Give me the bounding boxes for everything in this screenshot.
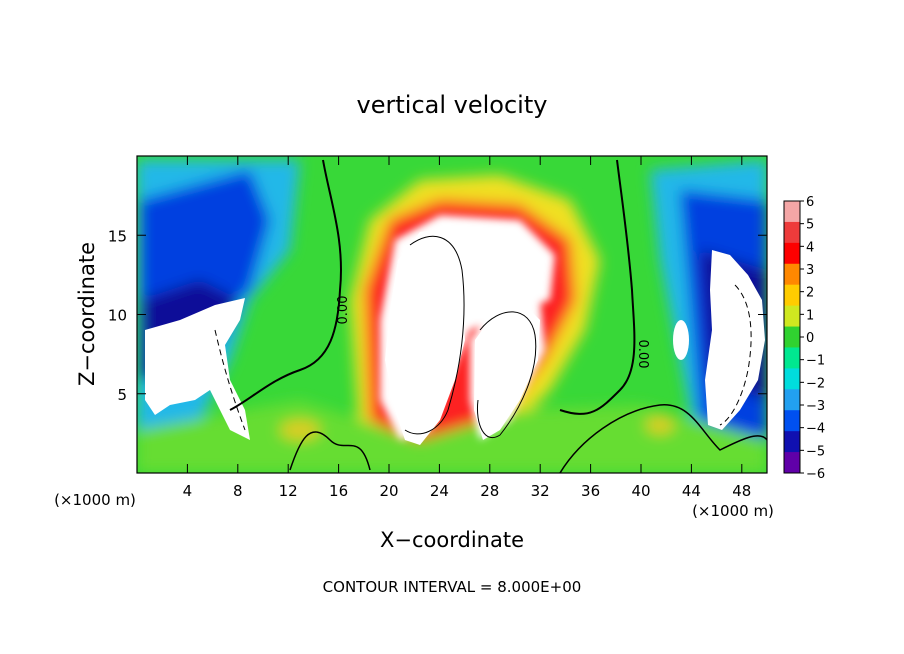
colorbar-swatch xyxy=(784,201,800,223)
x-tick-label: 44 xyxy=(682,482,701,500)
colorbar-label: 3 xyxy=(806,263,814,278)
colorbar-label: −3 xyxy=(806,399,825,414)
contour-label: 0.00 xyxy=(336,296,351,325)
colorbar-label: 4 xyxy=(806,240,814,255)
colorbar-label: −6 xyxy=(806,467,825,482)
colorbar-swatch xyxy=(784,284,800,307)
contour-label: 0.00 xyxy=(635,340,650,369)
x-tick-label: 16 xyxy=(329,482,348,500)
colorbar-swatch xyxy=(784,326,800,348)
colorbar-swatch xyxy=(784,389,800,411)
x-tick-label: 40 xyxy=(631,482,650,500)
chart-title: vertical velocity xyxy=(357,91,548,119)
x-tick-label: 8 xyxy=(233,482,243,500)
x-tick-label: 36 xyxy=(581,482,600,500)
x-unit-label: (×1000 m) xyxy=(54,491,136,509)
colorbar-label: 6 xyxy=(806,195,814,210)
contour-interval-footer: CONTOUR INTERVAL = 8.000E+00 xyxy=(323,578,582,596)
x-tick-label: 4 xyxy=(183,482,193,500)
colorbar-swatch xyxy=(784,347,800,369)
colorbar-label: 5 xyxy=(806,218,814,233)
x-axis-title: X−coordinate xyxy=(380,528,524,552)
y-tick-label: 5 xyxy=(117,386,127,404)
x-axis: 4 8 12 16 20 24 28 32 36 40 44 48 xyxy=(183,156,751,500)
x-unit-label-right: (×1000 m) xyxy=(692,502,774,520)
colorbar-label: −2 xyxy=(806,376,825,391)
y-tick-label: 15 xyxy=(108,227,127,245)
x-tick-label: 12 xyxy=(279,482,298,500)
colorbar-label: −5 xyxy=(806,444,825,459)
y-axis: 5 10 15 xyxy=(108,227,767,404)
x-tick-label: 48 xyxy=(732,482,751,500)
colorbar-swatch xyxy=(784,452,800,474)
x-tick-label: 28 xyxy=(480,482,499,500)
heatmap-field xyxy=(137,156,767,473)
colorbar-swatch xyxy=(784,305,800,328)
contour-labels: 0.00 0.00 xyxy=(336,296,650,369)
colorbar-label: 1 xyxy=(806,308,814,323)
x-tick-label: 24 xyxy=(430,482,449,500)
x-tick-label: 20 xyxy=(379,482,398,500)
colorbar-swatch xyxy=(784,410,800,432)
colorbar-swatch xyxy=(784,368,800,390)
y-tick-label: 10 xyxy=(108,307,127,325)
colorbar-label: −1 xyxy=(806,354,825,369)
colorbar-swatch xyxy=(784,263,800,286)
colorbar: 6 5 4 3 2 1 0 −1 −2 −3 −4 −5 −6 xyxy=(783,195,825,482)
colorbar-swatch xyxy=(784,431,800,453)
colorbar-label: −4 xyxy=(806,422,825,437)
y-axis-title: Z−coordinate xyxy=(75,242,99,386)
colorbar-label: 0 xyxy=(806,331,814,346)
colorbar-label: 2 xyxy=(806,286,814,301)
colorbar-swatch xyxy=(784,242,800,265)
x-tick-label: 32 xyxy=(531,482,550,500)
colorbar-swatch xyxy=(784,221,800,244)
